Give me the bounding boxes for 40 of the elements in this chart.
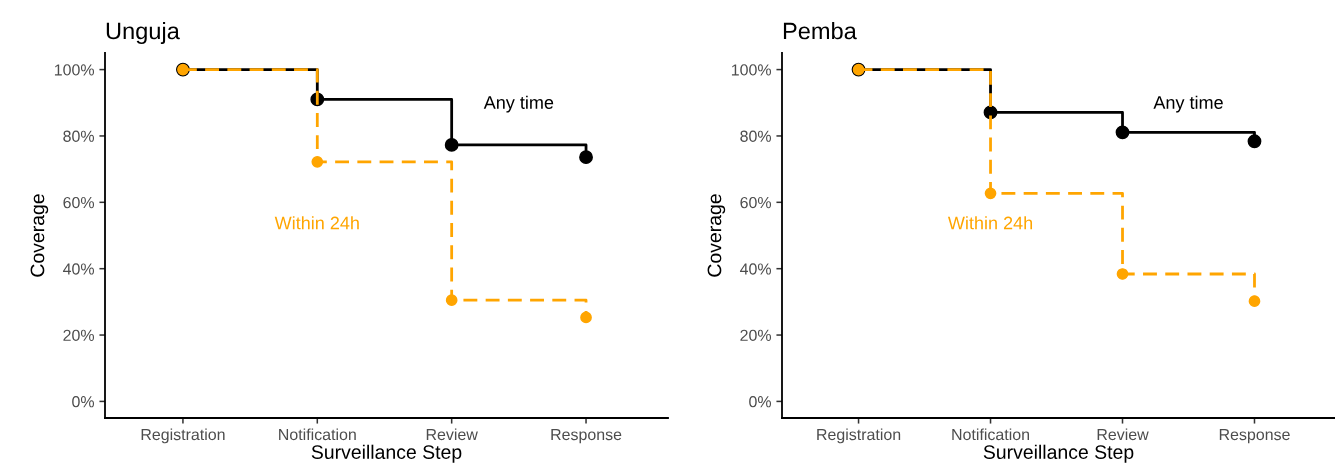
y-axis-title: Coverage (707, 194, 726, 277)
point (444, 138, 459, 152)
point (1115, 125, 1130, 140)
text: Within 24h (274, 216, 359, 230)
point (580, 311, 592, 324)
series-label: Any time (1153, 95, 1223, 113)
y-tick-label: 60% (63, 196, 95, 209)
y-tick-label: 20% (740, 329, 772, 341)
x-tick-label: Notification (279, 428, 356, 441)
x-axis-title: Surveillance Step (983, 444, 1134, 463)
y-tick-label: 100% (54, 64, 95, 76)
y-tick-label: 60% (740, 196, 772, 209)
x-tick-label: Response (551, 429, 622, 444)
y-tick-label: 0% (72, 396, 95, 408)
point (1247, 134, 1262, 149)
x-tick-label: Registration (817, 428, 901, 444)
point (1248, 295, 1261, 308)
point (311, 155, 324, 168)
point (579, 150, 593, 165)
series-label: Any time (483, 95, 554, 113)
x-tick-label: Review (1097, 428, 1149, 441)
x-tick-label: Notification (952, 428, 1029, 441)
point (1116, 268, 1129, 280)
chart-title: Pemba (783, 22, 857, 40)
y-tick-label: 80% (740, 130, 772, 142)
point (445, 294, 458, 307)
x-tick-label: Registration (141, 428, 225, 444)
point (984, 187, 997, 200)
x-tick-label: Review (426, 428, 478, 441)
y-tick-label: 20% (63, 329, 95, 341)
y-tick-label: 40% (739, 263, 772, 275)
y-tick-label: 40% (62, 263, 95, 275)
y-axis-title: Coverage (30, 194, 49, 277)
y-tick-label: 0% (749, 396, 772, 408)
y-tick-label: 100% (731, 64, 772, 76)
x-axis-title: Surveillance Step (311, 444, 462, 463)
y-tick-label: 80% (63, 130, 95, 142)
x-tick-label: Response (1219, 429, 1290, 444)
series-label: Within 24h (947, 216, 1033, 230)
chart-title: Unguja (106, 22, 180, 45)
